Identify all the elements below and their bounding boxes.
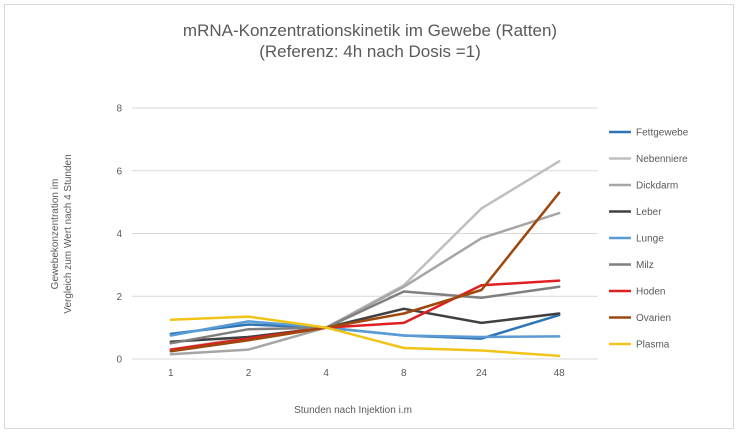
x-tick-label: 48 [554,368,566,379]
legend-label: Plasma [636,340,670,351]
series-line-leber [169,307,561,343]
series-line-ovarien [169,191,561,353]
series-line-lunge [169,320,561,339]
x-tick-label: 4 [323,368,329,379]
series-line-hoden [169,279,561,351]
y-tick-label: 6 [116,166,122,177]
legend-label: Hoden [636,287,665,298]
legend-item-dickdarm: Dickdarm [609,181,678,192]
x-axis-ticks: 1 2 4 8 24 48 [168,368,565,379]
legend-label: Dickdarm [636,181,678,192]
legend-item-fettgewebe: Fettgewebe [609,128,689,139]
legend-label: Leber [636,207,662,218]
y-tick-label: 0 [116,355,122,366]
legend-label: Ovarien [636,313,671,324]
y-axis-ticks: 0 2 4 6 8 [116,104,122,366]
legend-item-ovarien: Ovarien [609,313,671,324]
chart-title: mRNA-Konzentrationskinetik im Gewebe (Ra… [183,21,557,40]
x-tick-label: 1 [168,368,174,379]
legend-item-leber: Leber [609,207,662,218]
legend-item-milz: Milz [609,260,654,271]
legend-label: Lunge [636,234,664,245]
gridlines [132,107,598,360]
legend-item-lunge: Lunge [609,234,664,245]
chart-subtitle: (Referenz: 4h nach Dosis =1) [259,42,481,61]
series-lines [169,160,561,358]
y-tick-label: 4 [116,229,122,240]
legend-label: Fettgewebe [636,128,689,139]
x-tick-label: 2 [246,368,252,379]
legend-label: Nebenniere [636,154,688,165]
legend-item-nebenniere: Nebenniere [609,154,688,165]
y-axis-title-line-2: Vergleich zum Wert nach 4 Stunden [63,154,74,313]
chart-frame [4,4,734,429]
y-tick-label: 2 [116,292,122,303]
legend-item-plasma: Plasma [609,340,670,351]
y-axis-title: Gewebekonzentration im Vergleich zum Wer… [50,154,74,313]
x-tick-label: 8 [401,368,407,379]
legend: Fettgewebe Nebenniere Dickdarm Leber Lunge Mi… [609,128,689,351]
legend-label: Milz [636,260,654,271]
y-axis-title-line-1: Gewebekonzentration im [50,179,61,290]
series-line-milz [169,285,561,345]
series-line-dickdarm [169,211,561,356]
y-tick-label: 8 [116,104,122,115]
x-axis-title: Stunden nach Injektion i.m [294,405,412,416]
x-tick-label: 24 [476,368,488,379]
series-line-plasma [169,315,561,358]
legend-item-hoden: Hoden [609,287,665,298]
